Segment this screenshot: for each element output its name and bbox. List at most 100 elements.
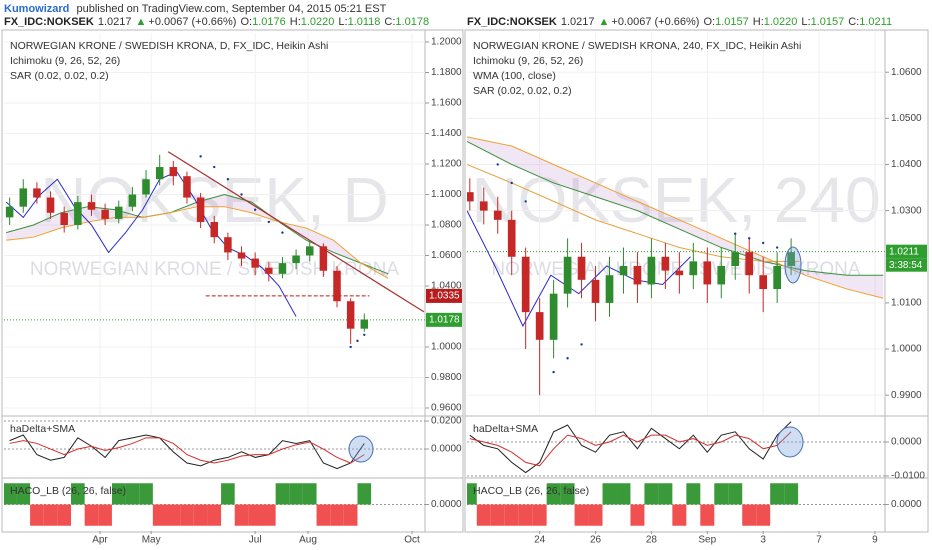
candle-body	[619, 265, 628, 276]
candle-body	[46, 197, 55, 213]
candle-body	[115, 206, 123, 219]
sar-dot	[240, 193, 243, 196]
ohlc-value: 1.0157	[811, 16, 845, 28]
haco-bar	[742, 504, 757, 526]
haco-bar	[574, 504, 589, 526]
x-tick-label: Aug	[299, 535, 317, 546]
ohlc-value: 1.0178	[395, 16, 429, 28]
haco-bar	[180, 504, 194, 526]
haco-bar	[261, 504, 276, 526]
haco-bar	[756, 504, 771, 526]
candle-body	[19, 188, 28, 207]
haco-bar	[770, 483, 785, 505]
haco-bar	[476, 504, 491, 526]
haco-bar	[602, 483, 617, 505]
sar-dot	[199, 155, 202, 158]
indicator-line	[9, 434, 365, 470]
candle-body	[479, 201, 488, 211]
y-tick-label: 0.9900	[891, 390, 922, 401]
y-tick-label: 0.0000	[891, 437, 922, 448]
ohlc-value: 1.0211	[859, 16, 892, 28]
haco-bar	[275, 483, 290, 505]
highlight-circle	[784, 246, 802, 284]
candle-body	[128, 194, 137, 207]
price-label-bg	[886, 244, 927, 259]
candle-body	[633, 265, 642, 285]
candle-body	[210, 221, 218, 238]
y-tick-label: 0.0000	[431, 444, 462, 455]
haco-bar	[316, 504, 331, 526]
candle-body	[549, 293, 558, 340]
haco-bar	[700, 504, 715, 526]
sar-dot	[349, 345, 352, 349]
price-label: 1.0211	[889, 246, 919, 257]
y-tick-label: 1.1800	[431, 67, 462, 78]
candle-body	[87, 202, 96, 210]
haco-bar	[630, 504, 645, 526]
ohlc-key: L:	[801, 16, 810, 28]
ohlc-key: O:	[240, 16, 252, 28]
sar-dot	[734, 232, 737, 235]
haco-bar	[302, 483, 317, 505]
haco-bar	[490, 504, 505, 526]
sar-dot	[580, 343, 583, 346]
y-tick-label: 1.0100	[891, 298, 922, 309]
legend-item: NORWEGIAN KRONE / SWEDISH KRONA, D, FX_I…	[10, 40, 328, 52]
haco-bar	[43, 504, 58, 526]
change: +0.0067 (+0.66%)	[148, 16, 236, 28]
y-tick-label: 1.0800	[431, 220, 462, 231]
price-label: 1.0178	[429, 314, 460, 325]
candle-body	[305, 246, 314, 256]
chart-panel: FX_IDC:NOKSEK 1.0217 ▲ +0.0067 (+0.66%) O:1.…	[464, 16, 929, 546]
sar-dot	[253, 208, 257, 211]
haco-bar	[560, 483, 575, 505]
haco-bar	[616, 483, 631, 505]
haco-bar	[193, 504, 208, 526]
haco-bar	[152, 504, 167, 526]
candle-body	[74, 202, 82, 225]
legend-item: WMA (100, close)	[473, 70, 556, 82]
candle-body	[333, 270, 341, 302]
haco-bar	[672, 504, 687, 526]
candle-body	[467, 192, 474, 202]
sar-dot	[281, 231, 284, 234]
candle-body	[224, 237, 232, 253]
highlight-circle	[776, 426, 804, 458]
ohlc-value: 1.0176	[252, 16, 286, 28]
x-tick-label: May	[142, 535, 161, 546]
y-tick-label: 1.1200	[431, 159, 462, 170]
candle-body	[731, 252, 740, 266]
author[interactable]: Kumowizard	[4, 3, 69, 15]
haco-bar	[207, 504, 222, 526]
candle-body	[265, 267, 273, 274]
y-tick-label: 1.0500	[891, 113, 922, 124]
y-tick-label: 1.1600	[431, 98, 462, 109]
indicator-title: haDelta+SMA	[473, 423, 538, 435]
sar-dot	[761, 241, 765, 245]
haco-bar	[16, 483, 31, 505]
haco-bar	[784, 483, 799, 505]
candle-body	[5, 206, 14, 218]
x-tick-label: 26	[590, 535, 602, 546]
legend-item: Ichimoku (9, 26, 52, 26)	[10, 55, 120, 67]
y-tick-label: 0.9800	[431, 372, 462, 383]
candle-body	[346, 301, 355, 329]
y-tick-label: 1.1000	[431, 189, 462, 200]
ohlc-value: 1.0157	[715, 16, 749, 28]
indicator-line	[469, 421, 792, 474]
indicator-pane	[467, 421, 885, 477]
x-tick-label: 9	[872, 535, 878, 546]
ohlc-key: O:	[703, 16, 715, 28]
legend-item: SAR (0.02, 0.02, 0.2)	[10, 70, 109, 82]
haco-bar	[532, 504, 547, 526]
chart-panel: FX_IDC:NOKSEK 1.0217 ▲ +0.0067 (+0.66%) O:1.…	[1, 16, 464, 546]
y-tick-label: 1.0400	[891, 159, 922, 170]
haco-bar	[98, 504, 112, 526]
candle-body	[773, 265, 781, 290]
symbol: FX_IDC:NOKSEK	[4, 16, 94, 28]
candle-body	[60, 212, 68, 225]
candle-body	[521, 256, 530, 313]
candle-body	[360, 319, 369, 329]
